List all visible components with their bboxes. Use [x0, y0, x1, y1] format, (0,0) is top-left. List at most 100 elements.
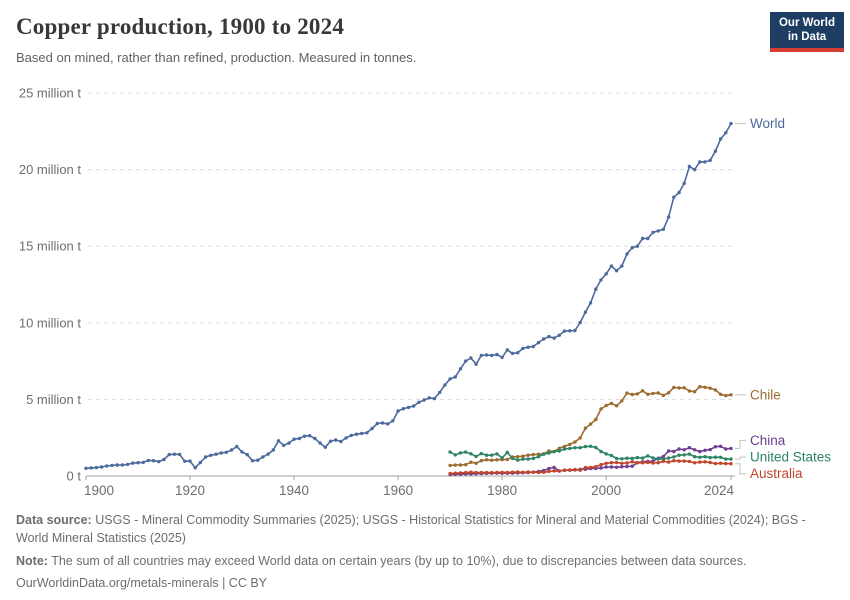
series-point	[354, 432, 359, 436]
series-point	[708, 447, 712, 452]
series-point	[531, 456, 535, 461]
series-point	[568, 329, 572, 333]
series-point	[536, 340, 541, 345]
series-point	[666, 456, 671, 460]
data-source-text: USGS - Mineral Commodity Summaries (2025…	[16, 513, 806, 545]
series-point	[448, 450, 452, 454]
series-point	[583, 444, 588, 449]
series-point	[724, 447, 728, 451]
series-point	[516, 351, 520, 355]
series-line-world[interactable]	[85, 123, 732, 470]
series-point	[614, 404, 619, 408]
series-point	[531, 344, 535, 349]
series-point	[708, 386, 712, 390]
series-point	[308, 434, 312, 438]
series-point	[146, 458, 151, 463]
series-point	[568, 442, 572, 447]
series-point	[718, 444, 723, 448]
series-point	[614, 460, 619, 465]
series-point	[516, 458, 520, 462]
series-point	[620, 457, 624, 461]
series-point	[672, 449, 676, 454]
series-point	[547, 466, 551, 471]
owid-logo-line1: Our World	[778, 16, 835, 29]
series-label-united-states[interactable]: United States	[750, 450, 831, 465]
series-point	[479, 459, 483, 463]
series-point	[729, 446, 733, 451]
series-point	[505, 470, 509, 475]
series-point	[464, 470, 468, 475]
series-point	[505, 348, 509, 352]
series-point	[661, 393, 666, 398]
series-point	[500, 470, 504, 474]
series-point	[484, 453, 489, 457]
owid-logo[interactable]: Our World in Data	[770, 12, 844, 52]
series-point	[646, 392, 650, 396]
series-point	[630, 460, 634, 464]
series-point	[583, 465, 588, 470]
series-point	[609, 453, 614, 458]
series-point	[687, 459, 692, 464]
series-point	[713, 149, 718, 153]
series-point	[557, 333, 561, 337]
chart-subtitle: Based on mined, rather than refined, pro…	[16, 50, 417, 65]
series-point	[620, 465, 624, 469]
series-point	[453, 375, 457, 379]
series-point	[474, 470, 478, 475]
series-point	[656, 461, 660, 465]
series-point	[646, 460, 650, 465]
y-tick-label: 25 million t	[19, 86, 82, 101]
series-point	[588, 301, 593, 305]
owid-url-link[interactable]: OurWorldinData.org/metals-minerals | CC …	[16, 576, 268, 591]
series-point	[708, 460, 712, 465]
series-point	[718, 455, 723, 459]
series-point	[682, 181, 686, 186]
series-point	[604, 461, 608, 465]
series-label-chile[interactable]: Chile	[750, 387, 781, 402]
series-point	[500, 456, 504, 460]
series-point	[703, 160, 707, 164]
series-point	[588, 444, 593, 448]
series-point	[677, 453, 681, 457]
series-point	[120, 463, 125, 467]
series-point	[630, 392, 634, 397]
series-point	[469, 452, 473, 456]
series-point	[370, 426, 374, 431]
series-point	[557, 446, 561, 450]
series-point	[328, 439, 333, 443]
series-point	[651, 456, 655, 460]
series-point	[729, 462, 733, 466]
series-point	[594, 287, 598, 291]
series-point	[661, 454, 666, 459]
series-point	[713, 461, 718, 466]
series-point	[495, 470, 499, 475]
series-point	[614, 465, 619, 469]
series-point	[578, 446, 582, 450]
series-point	[599, 449, 603, 454]
series-point	[495, 352, 499, 357]
series-point	[536, 452, 541, 456]
series-point	[531, 470, 535, 474]
series-point	[479, 470, 483, 475]
series-point	[256, 458, 260, 462]
series-label-australia[interactable]: Australia	[750, 466, 803, 481]
series-point	[224, 450, 229, 454]
series-point	[677, 190, 681, 195]
series-point	[235, 444, 239, 449]
series-point	[573, 467, 577, 472]
series-point	[365, 431, 369, 435]
series-point	[552, 469, 556, 473]
series-point	[609, 461, 614, 465]
series-point	[448, 463, 452, 468]
series-label-connector	[735, 456, 746, 460]
series-point	[386, 422, 390, 426]
series-point	[692, 461, 697, 465]
series-point	[203, 455, 208, 459]
series-point	[505, 457, 509, 462]
series-point	[604, 272, 608, 276]
series-label-world[interactable]: World	[750, 116, 785, 131]
series-label-china[interactable]: China	[750, 433, 786, 448]
series-point	[666, 391, 671, 395]
series-point	[588, 465, 593, 470]
series-point	[682, 459, 686, 463]
